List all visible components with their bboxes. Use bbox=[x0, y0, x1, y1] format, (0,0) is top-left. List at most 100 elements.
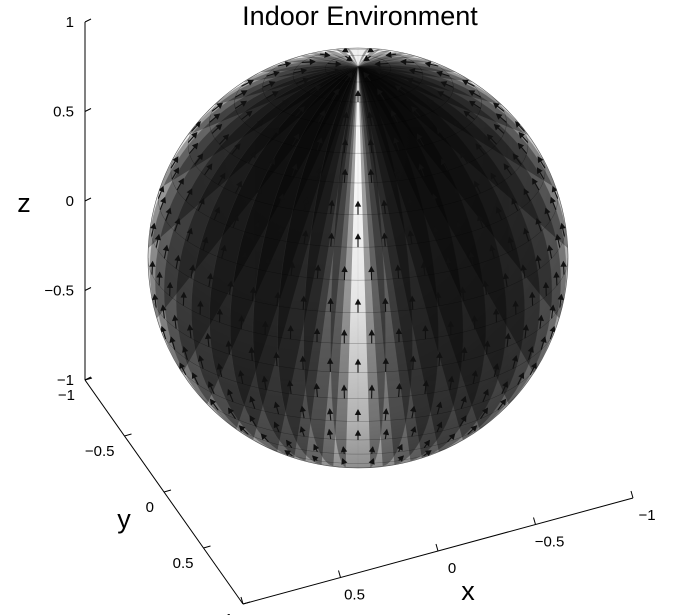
vector-arrow-head bbox=[222, 134, 230, 141]
vector-arrow-head bbox=[346, 55, 353, 62]
latitude-line bbox=[226, 421, 490, 455]
longitude-line bbox=[357, 64, 529, 136]
vector-arrow-head bbox=[250, 151, 256, 159]
vector-arrow-head bbox=[287, 380, 294, 387]
vector-arrow-head bbox=[410, 426, 417, 433]
vector-arrow-head bbox=[273, 401, 280, 409]
vector-arrow-head bbox=[172, 314, 179, 322]
longitude-line bbox=[357, 66, 553, 405]
vector-arrow-head bbox=[277, 226, 284, 233]
vector-arrow-head bbox=[240, 100, 247, 107]
latitude-line bbox=[148, 257, 568, 344]
vector-arrow-head bbox=[469, 100, 476, 107]
vector-arrow-head bbox=[340, 446, 348, 453]
vector-arrow-head bbox=[511, 355, 519, 362]
vector-arrow-head bbox=[367, 111, 374, 119]
vector-arrow-head bbox=[374, 68, 382, 75]
vector-arrow-head bbox=[536, 167, 543, 174]
y-tick-label: 0 bbox=[146, 499, 154, 516]
vector-arrow-head bbox=[517, 142, 525, 150]
longitude-line bbox=[357, 66, 507, 452]
vector-arrow-head bbox=[435, 291, 442, 299]
vector-arrow-head bbox=[165, 207, 172, 215]
vector-arrow-head bbox=[468, 251, 475, 259]
vector-arrow-head bbox=[436, 421, 443, 429]
vector-arrow-head bbox=[234, 143, 241, 150]
vector-arrow-head bbox=[238, 315, 245, 322]
sphere-mesh bbox=[148, 48, 568, 468]
vector-arrow-head bbox=[493, 102, 500, 109]
vector-arrow-head bbox=[178, 178, 184, 185]
z-tick-label: 0 bbox=[66, 193, 74, 210]
vector-arrow-head bbox=[484, 340, 491, 347]
vector-arrow-head bbox=[432, 226, 439, 233]
vector-arrow-head bbox=[302, 197, 309, 204]
vector-arrow-head bbox=[445, 257, 452, 264]
vector-arrow-head bbox=[186, 227, 193, 235]
vector-arrow-head bbox=[256, 187, 262, 195]
vector-arrow-head bbox=[160, 304, 167, 311]
longitude-line bbox=[357, 66, 486, 459]
vector-field bbox=[149, 48, 567, 465]
vector-arrow-head bbox=[216, 102, 223, 109]
vector-arrow-head bbox=[427, 99, 434, 106]
vector-arrow-head bbox=[152, 293, 159, 301]
vector-arrow-head bbox=[346, 71, 353, 79]
vector-arrow-head bbox=[503, 163, 510, 171]
vector-arrow-head bbox=[471, 370, 478, 377]
vector-arrow-head bbox=[240, 90, 248, 97]
vector-arrow-head bbox=[162, 244, 170, 252]
vector-arrow-head bbox=[334, 68, 342, 75]
vector-arrow-head bbox=[249, 286, 257, 294]
longitude-line bbox=[357, 52, 406, 67]
vector-arrow-head bbox=[531, 362, 537, 370]
vector-arrow-head bbox=[535, 254, 542, 262]
vector-arrow-head bbox=[208, 381, 214, 388]
vector-arrow-head bbox=[546, 244, 554, 252]
vector-arrow-head bbox=[273, 127, 280, 135]
vector-arrow-head bbox=[282, 99, 289, 106]
vector-arrow-head bbox=[463, 110, 471, 117]
vector-arrow-head bbox=[471, 315, 478, 322]
vector-arrow-head bbox=[191, 142, 199, 150]
vector-arrow-head bbox=[182, 346, 189, 353]
vector-arrow-head bbox=[515, 121, 522, 128]
vector-arrow-head bbox=[354, 409, 362, 415]
vector-arrow-head bbox=[180, 291, 187, 298]
vector-arrow-head bbox=[512, 300, 519, 307]
vector-arrow-head bbox=[316, 167, 323, 174]
vector-arrow-head bbox=[174, 218, 181, 225]
vector-arrow-head bbox=[291, 163, 298, 171]
vector-arrow-head bbox=[499, 398, 507, 406]
vector-arrow-head bbox=[278, 193, 285, 200]
vector-arrow-head bbox=[333, 88, 339, 96]
vector-arrow-head bbox=[560, 260, 567, 267]
vector-arrow-head bbox=[354, 200, 362, 207]
latitude-line bbox=[158, 187, 558, 281]
vector-arrow-head bbox=[470, 425, 478, 432]
vector-arrow-head bbox=[495, 113, 503, 120]
vector-arrow-head bbox=[394, 85, 402, 92]
vector-arrow-head bbox=[460, 151, 466, 159]
vector-arrow-head bbox=[553, 271, 560, 278]
vector-arrow-head bbox=[354, 90, 362, 96]
vector-arrow-head bbox=[341, 384, 348, 391]
longitude-line bbox=[149, 66, 359, 319]
z-tick bbox=[84, 197, 92, 202]
longitude-line bbox=[357, 66, 413, 467]
vector-arrow-head bbox=[462, 79, 469, 86]
vector-arrow-head bbox=[245, 110, 253, 117]
vector-arrow-head bbox=[527, 346, 534, 353]
y-tick bbox=[242, 601, 251, 605]
vector-arrow-head bbox=[537, 314, 544, 322]
vector-arrow-head bbox=[197, 153, 204, 161]
longitude-line bbox=[357, 59, 456, 73]
vector-arrow-head bbox=[440, 81, 448, 87]
vector-arrow-head bbox=[551, 185, 558, 193]
vector-arrow-head bbox=[475, 143, 482, 150]
vector-arrow-head bbox=[363, 55, 370, 62]
vector-arrow-head bbox=[261, 375, 268, 383]
vector-arrow-head bbox=[550, 196, 556, 204]
vector-arrow-head bbox=[502, 381, 508, 388]
x-tick-label: 0 bbox=[448, 560, 456, 577]
